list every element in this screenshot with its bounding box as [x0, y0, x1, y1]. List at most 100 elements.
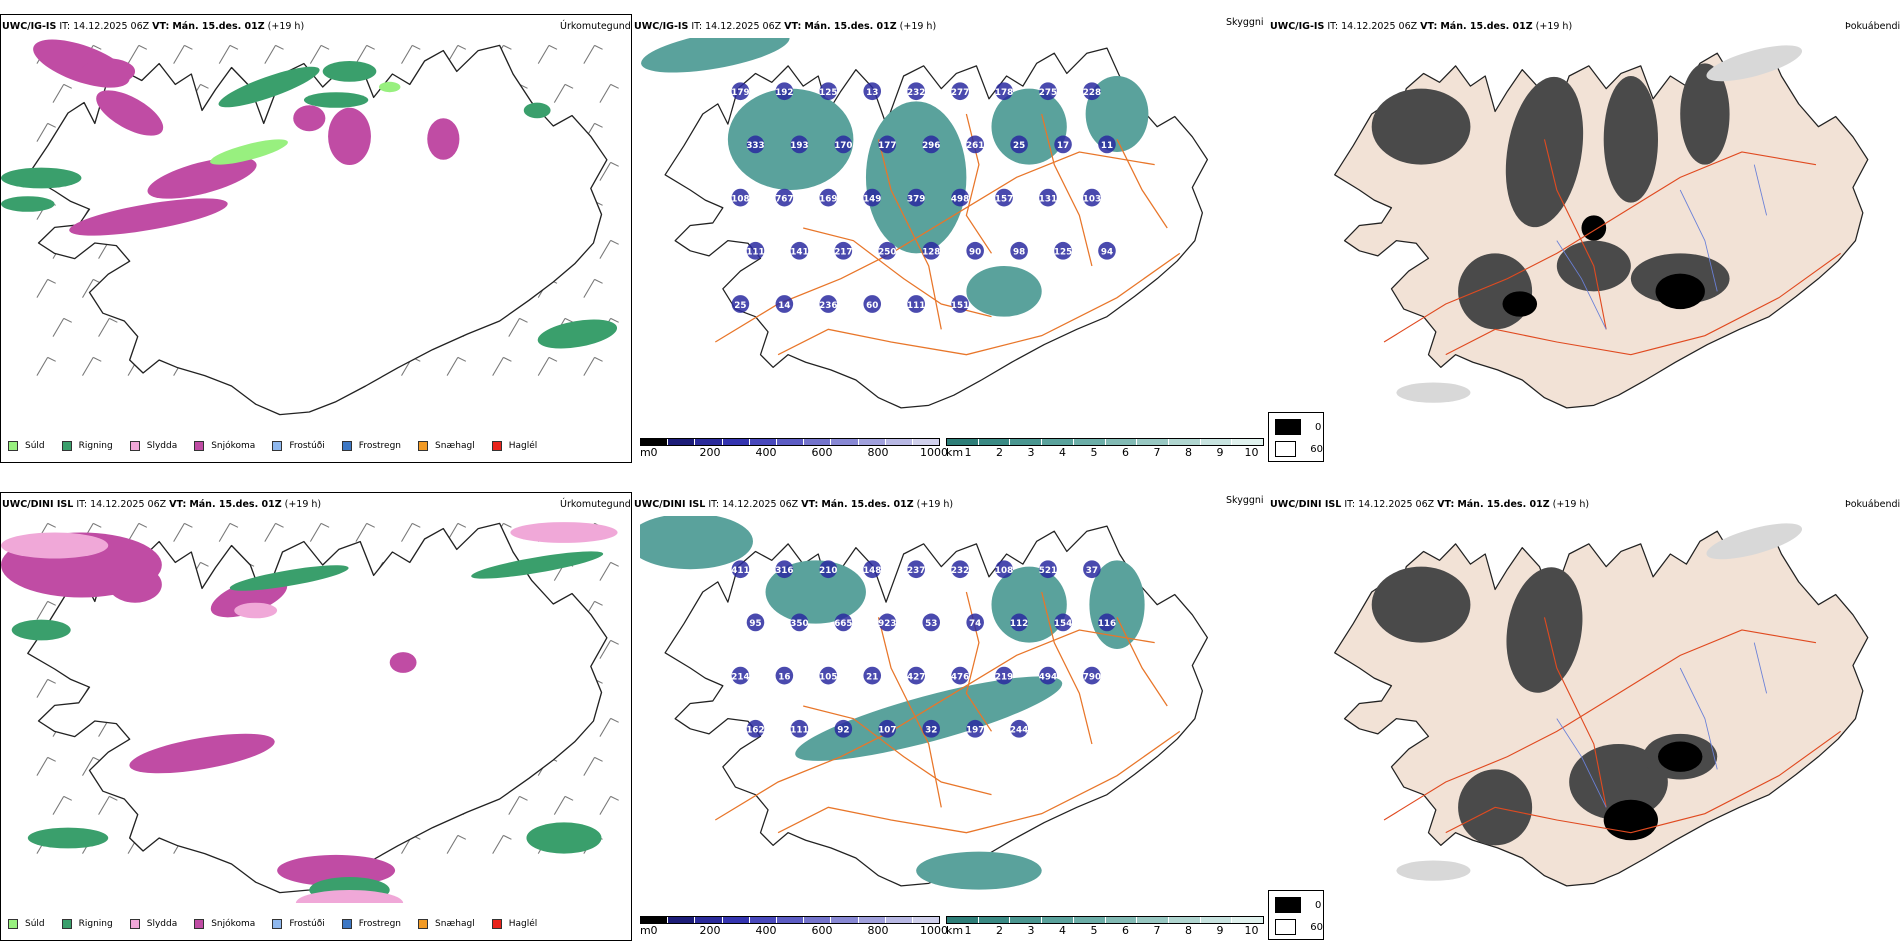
- sleet-area: [295, 890, 404, 903]
- visibility-value: 107: [878, 726, 896, 736]
- road-network: [1383, 617, 1841, 834]
- visibility-value: 154: [1054, 619, 1072, 629]
- legend-label: Slydda: [146, 919, 178, 929]
- valid-time: Mán. 15.des. 01Z: [1457, 499, 1550, 510]
- visibility-value: 197: [966, 726, 984, 736]
- visibility-value: 275: [1039, 88, 1057, 98]
- visibility-tick: 2: [996, 924, 1003, 937]
- cover-label: 60: [1310, 921, 1323, 933]
- colorbar-cell: [1168, 439, 1201, 445]
- precip-map-canvas: [1, 39, 619, 416]
- legend-swatch: [418, 919, 429, 929]
- rain-area: [526, 822, 602, 854]
- legend-item: Frostregn: [341, 919, 402, 929]
- panel-header: UWC/IG-IS IT: 14.12.2025 06Z VT: Mán. 15…: [2, 21, 304, 33]
- rain-area: [303, 92, 369, 108]
- fog-area: [1458, 253, 1533, 330]
- cover-legend-row: 60: [1275, 441, 1323, 457]
- visibility-tick: 4: [1059, 924, 1066, 937]
- visibility-value: 228: [1083, 88, 1101, 98]
- height-ticks: 0 200 400 600 800 1000: [651, 446, 949, 459]
- legend-item: Súld: [8, 919, 45, 929]
- snow-area: [147, 157, 257, 199]
- rain-area: [1, 167, 82, 189]
- colorbar-cell: [1232, 439, 1264, 445]
- colorbar-cell: [885, 439, 913, 445]
- visibility-value: 108: [731, 194, 749, 204]
- visibility-value: 210: [819, 566, 837, 576]
- colorbar-cell: [947, 917, 979, 923]
- dense-fog-area: [1502, 291, 1538, 317]
- visibility-value: 350: [790, 619, 808, 629]
- height-unit: m: [640, 446, 651, 459]
- visibility-value: 112: [1010, 619, 1028, 629]
- visibility-tick: 8: [1185, 446, 1192, 459]
- visibility-colorbar: km 1 2 3 4 5 6 7 8 9 10: [946, 916, 1264, 937]
- init-time: 14.12.2025 06Z: [1358, 499, 1435, 510]
- colorbar-cell: [912, 439, 940, 445]
- colorbar-cell: [1010, 917, 1043, 923]
- lead-time: (+19 h): [284, 499, 322, 510]
- visibility-value: 232: [907, 88, 925, 98]
- visibility-ticks: 1 2 3 4 5 6 7 8 9 10: [965, 924, 1264, 937]
- legend-label: Súld: [25, 441, 45, 451]
- low-visibility-area: [916, 851, 1042, 890]
- colorbar-cell: [641, 917, 669, 923]
- snow-area: [81, 58, 136, 85]
- model-name: UWC/IG-IS: [2, 21, 57, 32]
- panel-header: UWC/IG-IS IT: 14.12.2025 06Z VT: Mán. 15…: [634, 21, 936, 33]
- init-time: 14.12.2025 06Z: [1341, 21, 1418, 32]
- visibility-value: 53: [925, 619, 937, 629]
- visibility-tick: 10: [1244, 446, 1259, 459]
- legend-item: Snjókoma: [194, 441, 255, 451]
- rain-area: [27, 827, 109, 849]
- lead-time: (+19 h): [1535, 21, 1573, 32]
- legend-item: Haglél: [491, 919, 538, 929]
- rain-area: [11, 619, 71, 641]
- visibility-value: 767: [775, 194, 793, 204]
- visibility-map-canvas: 411 316 210 148 237 232 108 521 37 95 350 665 923 53 7…: [640, 516, 1209, 890]
- visibility-value: 125: [1054, 248, 1072, 258]
- visibility-colorbar-cells: [946, 438, 1264, 446]
- legend-label: Haglél: [508, 919, 538, 929]
- colorbar-cell: [1105, 917, 1138, 923]
- legend-item: Snæhagl: [418, 919, 475, 929]
- legend-label: Frostúði: [289, 441, 325, 451]
- fog-index-map-canvas: [1334, 45, 1869, 409]
- colorbar-cell: [858, 917, 886, 923]
- colorbar-cell: [776, 917, 805, 923]
- colorbar-cell: [1137, 917, 1169, 923]
- visibility-value: 177: [878, 141, 896, 151]
- valid-time: Mán. 15.des. 01Z: [821, 499, 914, 510]
- visibility-value: 92: [837, 726, 849, 736]
- rain-area: [322, 61, 377, 82]
- height-tick: 200: [699, 924, 721, 937]
- colorbar-cell: [804, 439, 832, 445]
- valid-time: Mán. 15.des. 01Z: [189, 499, 282, 510]
- init-time-label: IT:: [76, 499, 88, 510]
- low-visibility-area: [991, 88, 1067, 165]
- legend-item: Haglél: [491, 441, 537, 451]
- visibility-value: 169: [819, 194, 837, 204]
- fog-area: [1371, 566, 1471, 643]
- rivers: [1556, 164, 1768, 330]
- low-visibility-area: [640, 516, 753, 570]
- model-name: UWC/IG-IS: [1270, 21, 1325, 32]
- visibility-value: 521: [1039, 566, 1057, 576]
- low-visibility-area: [865, 101, 967, 254]
- height-tick: 1000: [920, 924, 948, 937]
- legend-swatch: [341, 919, 352, 929]
- legend-swatch: [491, 919, 502, 929]
- visibility-value: 476: [951, 672, 969, 682]
- legend-swatch: [61, 919, 72, 929]
- height-colorbar-cells: [640, 438, 940, 446]
- visibility-tick: 5: [1090, 924, 1098, 937]
- lead-time: (+19 h): [267, 21, 305, 32]
- visibility-value: 111: [790, 726, 808, 736]
- visibility-value: 25: [734, 301, 746, 311]
- colorbar-cell: [831, 917, 859, 923]
- visibility-value: 333: [746, 141, 764, 151]
- visibility-value: 37: [1086, 566, 1098, 576]
- visibility-tick: 3: [1027, 446, 1035, 459]
- legend-label: Frostregn: [358, 919, 402, 929]
